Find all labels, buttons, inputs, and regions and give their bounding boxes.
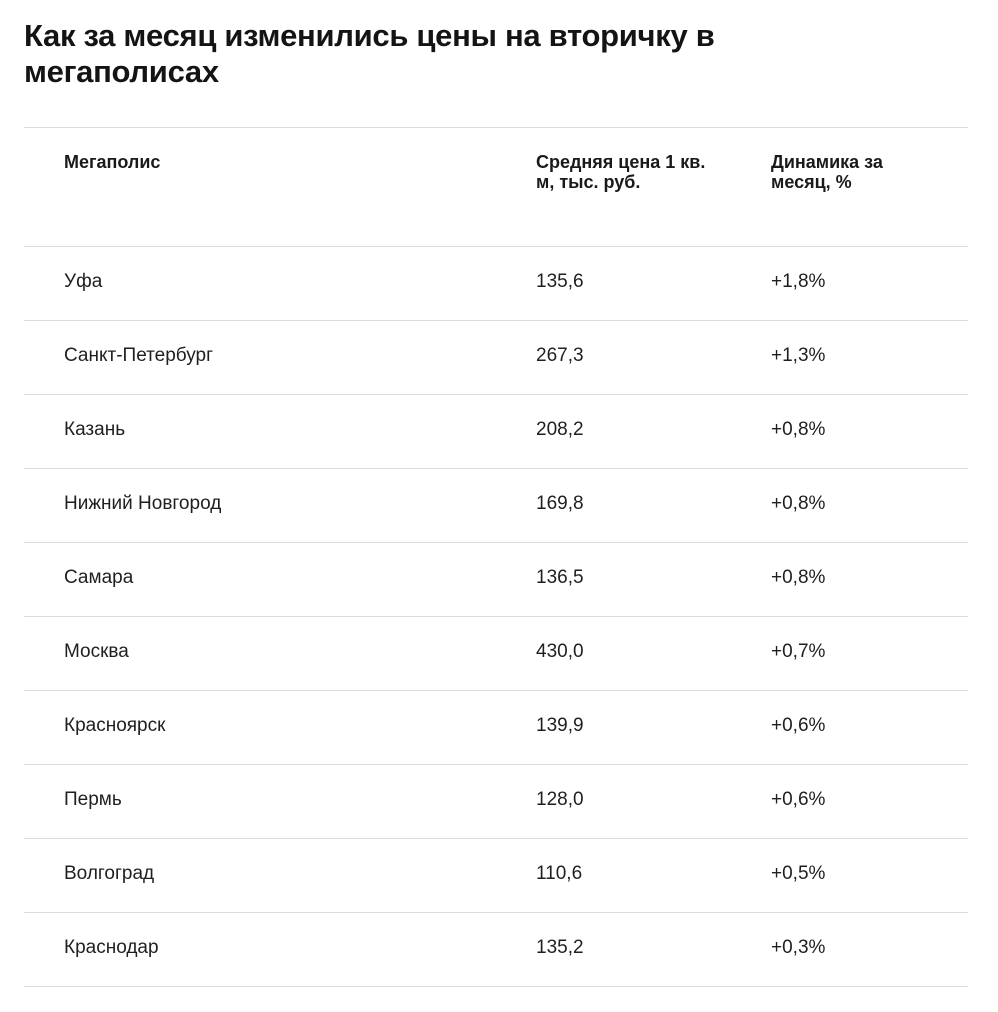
header-price: Средняя цена 1 кв. м, тыс. руб. [536, 152, 706, 192]
change-cell: +0,8% [771, 419, 826, 440]
price-cell: 169,8 [536, 493, 584, 514]
change-cell: +0,8% [771, 567, 826, 588]
change-cell: +0,5% [771, 863, 826, 884]
city-cell: Санкт-Петербург [64, 345, 214, 366]
table-row: Казань 208,2 +0,8% [24, 395, 968, 469]
price-cell: 267,3 [536, 345, 584, 366]
price-cell: 136,5 [536, 567, 584, 588]
header-change: Динамика за месяц, % [771, 152, 883, 192]
price-cell: 430,0 [536, 641, 584, 662]
city-cell: Пермь [64, 789, 122, 810]
city-cell: Нижний Новгород [64, 493, 222, 514]
price-cell: 135,2 [536, 937, 584, 958]
city-cell: Волгоград [64, 863, 155, 884]
price-table: Мегаполис Средняя цена 1 кв. м, тыс. руб… [24, 127, 968, 987]
change-cell: +0,6% [771, 715, 826, 736]
price-cell: 110,6 [536, 863, 583, 884]
change-cell: +0,6% [771, 789, 826, 810]
table-row: Красноярск 139,9 +0,6% [24, 691, 968, 765]
change-cell: +0,8% [771, 493, 826, 514]
city-cell: Москва [64, 641, 129, 662]
header-city: Мегаполис [64, 152, 161, 172]
table-row: Волгоград 110,6 +0,5% [24, 839, 968, 913]
table-header-row: Мегаполис Средняя цена 1 кв. м, тыс. руб… [24, 128, 968, 247]
change-cell: +1,8% [771, 271, 826, 292]
price-cell: 139,9 [536, 715, 584, 736]
change-cell: +0,7% [771, 641, 826, 662]
city-cell: Самара [64, 567, 134, 588]
city-cell: Казань [64, 419, 126, 440]
table-row: Нижний Новгород 169,8 +0,8% [24, 469, 968, 543]
table-row: Санкт-Петербург 267,3 +1,3% [24, 321, 968, 395]
city-cell: Красноярск [64, 715, 166, 736]
table-row: Уфа 135,6 +1,8% [24, 247, 968, 321]
price-cell: 128,0 [536, 789, 584, 810]
page-title: Как за месяц изменились цены на вторичку… [24, 18, 715, 89]
city-cell: Краснодар [64, 937, 159, 958]
price-cell: 208,2 [536, 419, 584, 440]
table-row: Краснодар 135,2 +0,3% [24, 913, 968, 987]
price-cell: 135,6 [536, 271, 584, 292]
table-row: Москва 430,0 +0,7% [24, 617, 968, 691]
table-row: Пермь 128,0 +0,6% [24, 765, 968, 839]
change-cell: +1,3% [771, 345, 826, 366]
table-row: Самара 136,5 +0,8% [24, 543, 968, 617]
change-cell: +0,3% [771, 937, 826, 958]
city-cell: Уфа [64, 271, 103, 292]
